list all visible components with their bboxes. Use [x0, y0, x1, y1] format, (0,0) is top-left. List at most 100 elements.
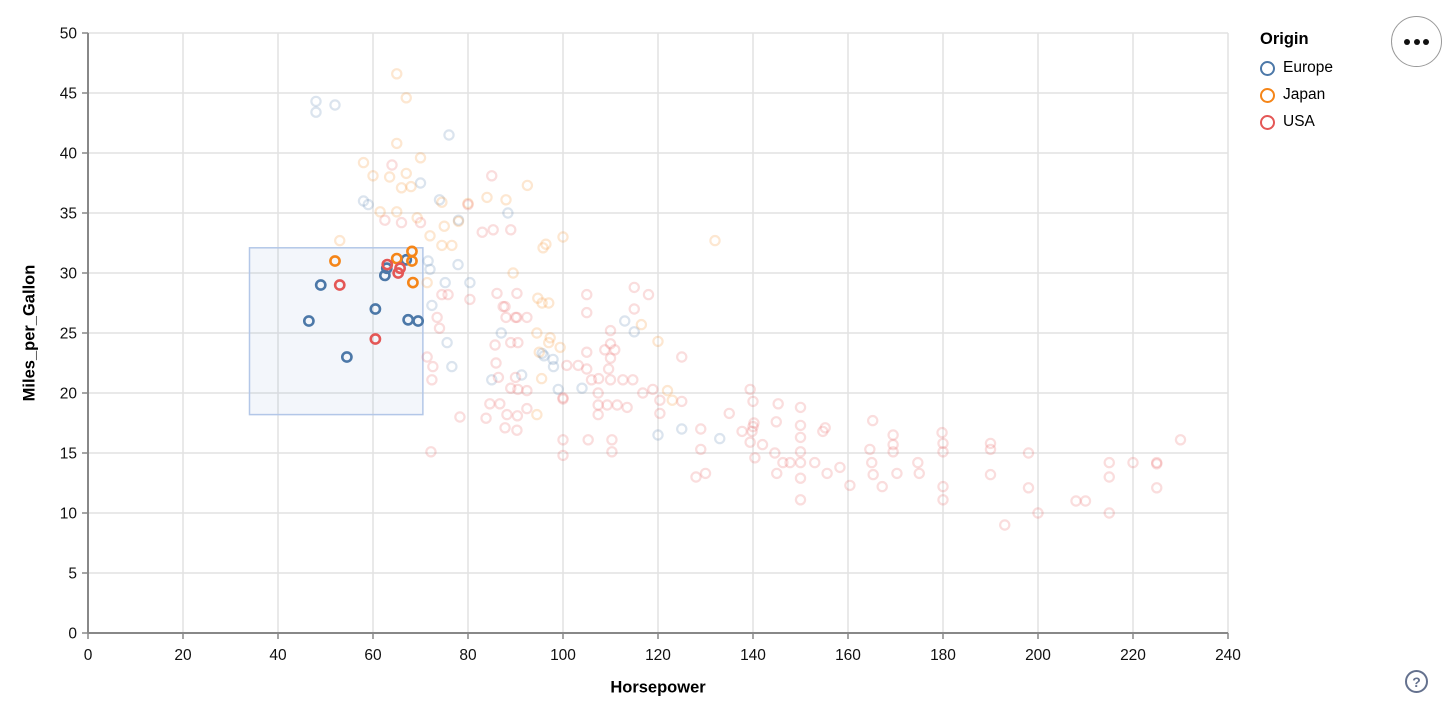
data-point-usa[interactable] — [431, 311, 443, 324]
data-point-japan[interactable] — [411, 212, 423, 224]
data-point-japan[interactable] — [374, 206, 386, 218]
data-point-europe[interactable] — [536, 347, 548, 360]
data-point-usa[interactable] — [511, 287, 523, 300]
data-point-usa[interactable] — [654, 394, 666, 406]
data-point-usa[interactable] — [572, 359, 584, 372]
data-point-japan[interactable] — [414, 152, 427, 164]
data-point-usa[interactable] — [604, 352, 617, 364]
data-point-europe[interactable] — [464, 276, 476, 289]
data-point-usa[interactable] — [723, 407, 735, 420]
data-point-japan[interactable] — [543, 297, 555, 309]
data-point-europe[interactable] — [314, 279, 327, 291]
data-point-usa[interactable] — [426, 374, 438, 386]
help-button[interactable]: ? — [1405, 670, 1428, 693]
data-point-japan[interactable] — [383, 171, 396, 183]
data-point-usa[interactable] — [887, 446, 899, 458]
data-point-europe[interactable] — [452, 214, 465, 226]
options-menu-button[interactable] — [1391, 16, 1442, 67]
data-point-usa[interactable] — [512, 336, 524, 349]
data-point-usa[interactable] — [817, 425, 829, 438]
data-point-usa[interactable] — [937, 494, 949, 506]
data-point-usa[interactable] — [1127, 456, 1139, 469]
data-point-usa[interactable] — [834, 461, 846, 474]
data-point-europe[interactable] — [422, 255, 434, 267]
data-point-usa[interactable] — [425, 446, 437, 458]
data-point-usa[interactable] — [1022, 482, 1035, 494]
data-point-usa[interactable] — [436, 288, 448, 301]
data-point-usa[interactable] — [606, 446, 618, 458]
data-point-japan[interactable] — [391, 68, 403, 80]
data-point-usa[interactable] — [984, 468, 997, 481]
data-point-japan[interactable] — [635, 318, 648, 331]
data-point-usa[interactable] — [867, 468, 879, 481]
data-point-japan[interactable] — [357, 156, 370, 169]
data-point-usa[interactable] — [454, 411, 466, 423]
data-point-japan[interactable] — [334, 234, 346, 247]
data-point-usa[interactable] — [369, 333, 382, 345]
data-point-usa[interactable] — [611, 399, 623, 411]
data-point-usa[interactable] — [747, 395, 759, 408]
data-point-europe[interactable] — [547, 360, 560, 373]
data-point-europe[interactable] — [441, 336, 453, 349]
data-point-usa[interactable] — [604, 324, 617, 337]
data-point-usa[interactable] — [912, 456, 924, 469]
data-point-usa[interactable] — [487, 224, 499, 236]
data-point-usa[interactable] — [913, 467, 925, 480]
data-point-europe[interactable] — [302, 315, 315, 327]
data-point-usa[interactable] — [381, 258, 394, 271]
data-point-europe[interactable] — [628, 326, 640, 338]
data-point-japan[interactable] — [438, 220, 450, 232]
data-point-usa[interactable] — [937, 480, 949, 493]
data-point-usa[interactable] — [777, 456, 789, 469]
data-point-usa[interactable] — [887, 429, 899, 441]
data-point-usa[interactable] — [744, 436, 756, 448]
data-point-japan[interactable] — [462, 197, 474, 210]
data-point-japan[interactable] — [400, 167, 412, 180]
data-point-japan[interactable] — [395, 182, 408, 194]
data-point-europe[interactable] — [452, 258, 464, 271]
data-point-usa[interactable] — [499, 422, 511, 434]
data-point-usa[interactable] — [421, 351, 433, 363]
data-point-japan[interactable] — [661, 384, 674, 397]
data-point-japan[interactable] — [391, 137, 403, 150]
data-point-usa[interactable] — [1103, 471, 1115, 483]
data-point-usa[interactable] — [769, 447, 781, 459]
data-point-europe[interactable] — [547, 353, 559, 366]
data-point-usa[interactable] — [511, 424, 523, 436]
data-point-usa[interactable] — [749, 452, 761, 464]
data-point-usa[interactable] — [604, 338, 617, 350]
data-point-japan[interactable] — [507, 267, 519, 279]
data-point-usa[interactable] — [557, 392, 569, 404]
data-point-japan[interactable] — [367, 170, 379, 182]
data-point-japan[interactable] — [391, 206, 403, 218]
data-point-europe[interactable] — [676, 423, 688, 435]
data-point-europe[interactable] — [538, 350, 550, 362]
data-point-usa[interactable] — [602, 363, 615, 375]
data-point-usa[interactable] — [866, 456, 878, 469]
data-point-usa[interactable] — [492, 371, 505, 384]
data-point-europe[interactable] — [378, 269, 391, 282]
data-point-usa[interactable] — [582, 434, 594, 446]
data-point-usa[interactable] — [936, 426, 948, 439]
data-point-europe[interactable] — [426, 299, 438, 312]
data-point-usa[interactable] — [821, 467, 833, 480]
data-point-europe[interactable] — [433, 194, 446, 206]
data-point-usa[interactable] — [617, 374, 629, 386]
data-point-usa[interactable] — [592, 387, 604, 399]
data-point-usa[interactable] — [512, 383, 524, 396]
data-point-europe[interactable] — [714, 432, 726, 445]
data-point-usa[interactable] — [1151, 456, 1163, 469]
data-point-japan[interactable] — [709, 234, 721, 247]
data-point-usa[interactable] — [585, 374, 598, 386]
data-point-usa[interactable] — [809, 456, 821, 469]
data-point-usa[interactable] — [748, 417, 760, 429]
data-point-usa[interactable] — [433, 322, 446, 334]
data-point-usa[interactable] — [627, 374, 639, 386]
data-point-usa[interactable] — [819, 422, 831, 434]
data-point-usa[interactable] — [521, 402, 533, 415]
data-point-japan[interactable] — [537, 242, 549, 254]
data-point-japan[interactable] — [531, 327, 543, 339]
legend-item-usa[interactable]: USA — [1260, 113, 1333, 131]
data-point-usa[interactable] — [621, 401, 633, 414]
